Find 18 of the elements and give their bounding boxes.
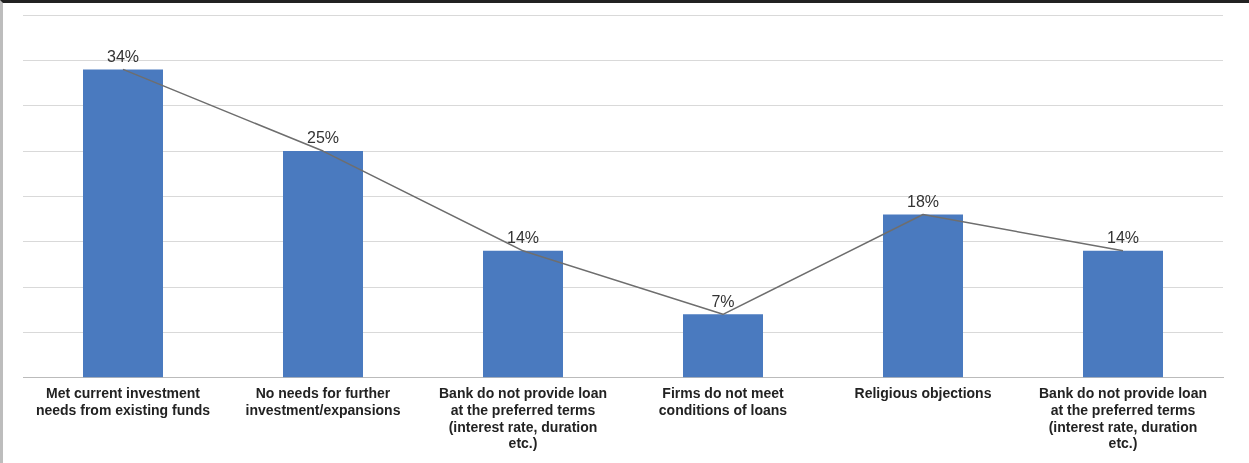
data-label: 18% xyxy=(906,192,940,210)
data-label: 25% xyxy=(306,129,340,147)
x-tick-label: Firms do not meet conditions of loans xyxy=(658,385,788,418)
bar xyxy=(883,214,963,378)
x-tick-label: Met current investment needs from existing funds xyxy=(35,385,211,418)
x-tick-label: Bank do not provide loan at the preferred terms (interest rate, duration etc.) xyxy=(1038,385,1208,452)
data-label: 34% xyxy=(106,47,140,65)
data-label: 7% xyxy=(711,292,735,310)
bar xyxy=(1083,250,1163,378)
bar xyxy=(683,314,763,378)
bar xyxy=(283,151,363,378)
x-tick-label: Religious objections xyxy=(854,385,992,402)
data-label: 14% xyxy=(506,229,540,247)
x-tick-label: No needs for further investment/expansions xyxy=(245,385,401,418)
x-tick-label: Bank do not provide loan at the preferred terms (interest rate, duration etc.) xyxy=(438,385,608,452)
data-label: 14% xyxy=(1106,229,1140,247)
bar xyxy=(83,69,163,378)
bar xyxy=(483,250,563,378)
